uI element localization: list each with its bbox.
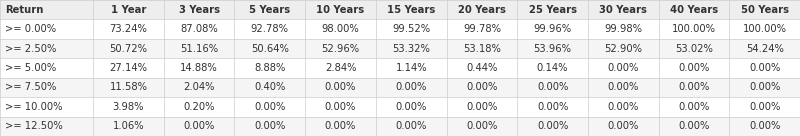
Bar bbox=[0, 58, 800, 78]
Text: 87.08%: 87.08% bbox=[180, 24, 218, 34]
Text: 1.06%: 1.06% bbox=[113, 121, 144, 131]
Bar bbox=[0, 39, 800, 58]
Text: 0.00%: 0.00% bbox=[466, 82, 498, 92]
Text: 0.00%: 0.00% bbox=[254, 121, 286, 131]
Text: 0.00%: 0.00% bbox=[254, 102, 286, 112]
Text: >= 10.00%: >= 10.00% bbox=[5, 102, 62, 112]
Text: 0.14%: 0.14% bbox=[537, 63, 568, 73]
Text: 11.58%: 11.58% bbox=[110, 82, 147, 92]
Bar bbox=[0, 97, 800, 117]
Text: 0.00%: 0.00% bbox=[607, 63, 639, 73]
Text: 0.00%: 0.00% bbox=[678, 63, 710, 73]
Text: 51.16%: 51.16% bbox=[180, 44, 218, 54]
Text: 99.96%: 99.96% bbox=[534, 24, 572, 34]
Text: 0.00%: 0.00% bbox=[466, 121, 498, 131]
Text: 100.00%: 100.00% bbox=[672, 24, 716, 34]
Text: 0.00%: 0.00% bbox=[607, 82, 639, 92]
Text: 52.96%: 52.96% bbox=[322, 44, 359, 54]
Text: 0.00%: 0.00% bbox=[395, 102, 427, 112]
Text: 27.14%: 27.14% bbox=[110, 63, 147, 73]
Text: 30 Years: 30 Years bbox=[599, 5, 647, 15]
Text: 0.00%: 0.00% bbox=[325, 102, 356, 112]
Text: 0.44%: 0.44% bbox=[466, 63, 498, 73]
Text: 10 Years: 10 Years bbox=[317, 5, 365, 15]
Text: Return: Return bbox=[5, 5, 43, 15]
Text: 98.00%: 98.00% bbox=[322, 24, 359, 34]
Bar bbox=[0, 78, 800, 97]
Text: >= 7.50%: >= 7.50% bbox=[5, 82, 56, 92]
Text: 52.90%: 52.90% bbox=[604, 44, 642, 54]
Text: 92.78%: 92.78% bbox=[251, 24, 289, 34]
Text: 50.72%: 50.72% bbox=[110, 44, 147, 54]
Text: 15 Years: 15 Years bbox=[387, 5, 435, 15]
Text: 73.24%: 73.24% bbox=[110, 24, 147, 34]
Text: 1.14%: 1.14% bbox=[395, 63, 427, 73]
Text: 0.00%: 0.00% bbox=[395, 82, 427, 92]
Text: >= 5.00%: >= 5.00% bbox=[5, 63, 56, 73]
Text: 0.00%: 0.00% bbox=[325, 82, 356, 92]
Text: 53.32%: 53.32% bbox=[392, 44, 430, 54]
Bar bbox=[0, 19, 800, 39]
Text: 100.00%: 100.00% bbox=[742, 24, 786, 34]
Text: 0.00%: 0.00% bbox=[537, 121, 568, 131]
Text: 0.00%: 0.00% bbox=[537, 82, 568, 92]
Text: 0.00%: 0.00% bbox=[678, 102, 710, 112]
Text: 0.00%: 0.00% bbox=[749, 102, 780, 112]
Text: 0.20%: 0.20% bbox=[183, 102, 215, 112]
Text: >= 12.50%: >= 12.50% bbox=[5, 121, 62, 131]
Text: 0.00%: 0.00% bbox=[183, 121, 215, 131]
Text: 0.00%: 0.00% bbox=[678, 121, 710, 131]
Text: >= 2.50%: >= 2.50% bbox=[5, 44, 56, 54]
Bar bbox=[0, 117, 800, 136]
Text: 25 Years: 25 Years bbox=[529, 5, 577, 15]
Text: 3.98%: 3.98% bbox=[113, 102, 144, 112]
Text: 99.52%: 99.52% bbox=[392, 24, 430, 34]
Text: 2.04%: 2.04% bbox=[183, 82, 215, 92]
Text: >= 0.00%: >= 0.00% bbox=[5, 24, 56, 34]
Text: 1 Year: 1 Year bbox=[110, 5, 146, 15]
Text: 3 Years: 3 Years bbox=[178, 5, 220, 15]
Text: 0.00%: 0.00% bbox=[325, 121, 356, 131]
Text: 2.84%: 2.84% bbox=[325, 63, 356, 73]
Text: 8.88%: 8.88% bbox=[254, 63, 286, 73]
Text: 53.18%: 53.18% bbox=[463, 44, 501, 54]
Text: 5 Years: 5 Years bbox=[250, 5, 290, 15]
Text: 0.00%: 0.00% bbox=[607, 121, 639, 131]
Text: 0.00%: 0.00% bbox=[466, 102, 498, 112]
Text: 0.00%: 0.00% bbox=[678, 82, 710, 92]
Text: 14.88%: 14.88% bbox=[180, 63, 218, 73]
Text: 54.24%: 54.24% bbox=[746, 44, 783, 54]
Text: 0.00%: 0.00% bbox=[607, 102, 639, 112]
Text: 20 Years: 20 Years bbox=[458, 5, 506, 15]
Text: 0.00%: 0.00% bbox=[395, 121, 427, 131]
Text: 53.02%: 53.02% bbox=[675, 44, 713, 54]
Text: 40 Years: 40 Years bbox=[670, 5, 718, 15]
Text: 53.96%: 53.96% bbox=[534, 44, 571, 54]
Text: 0.40%: 0.40% bbox=[254, 82, 286, 92]
Text: 0.00%: 0.00% bbox=[749, 63, 780, 73]
Text: 0.00%: 0.00% bbox=[749, 121, 780, 131]
Bar bbox=[0, 0, 800, 19]
Text: 50 Years: 50 Years bbox=[741, 5, 789, 15]
Text: 0.00%: 0.00% bbox=[749, 82, 780, 92]
Text: 99.98%: 99.98% bbox=[604, 24, 642, 34]
Text: 99.78%: 99.78% bbox=[463, 24, 501, 34]
Text: 0.00%: 0.00% bbox=[537, 102, 568, 112]
Text: 50.64%: 50.64% bbox=[251, 44, 289, 54]
